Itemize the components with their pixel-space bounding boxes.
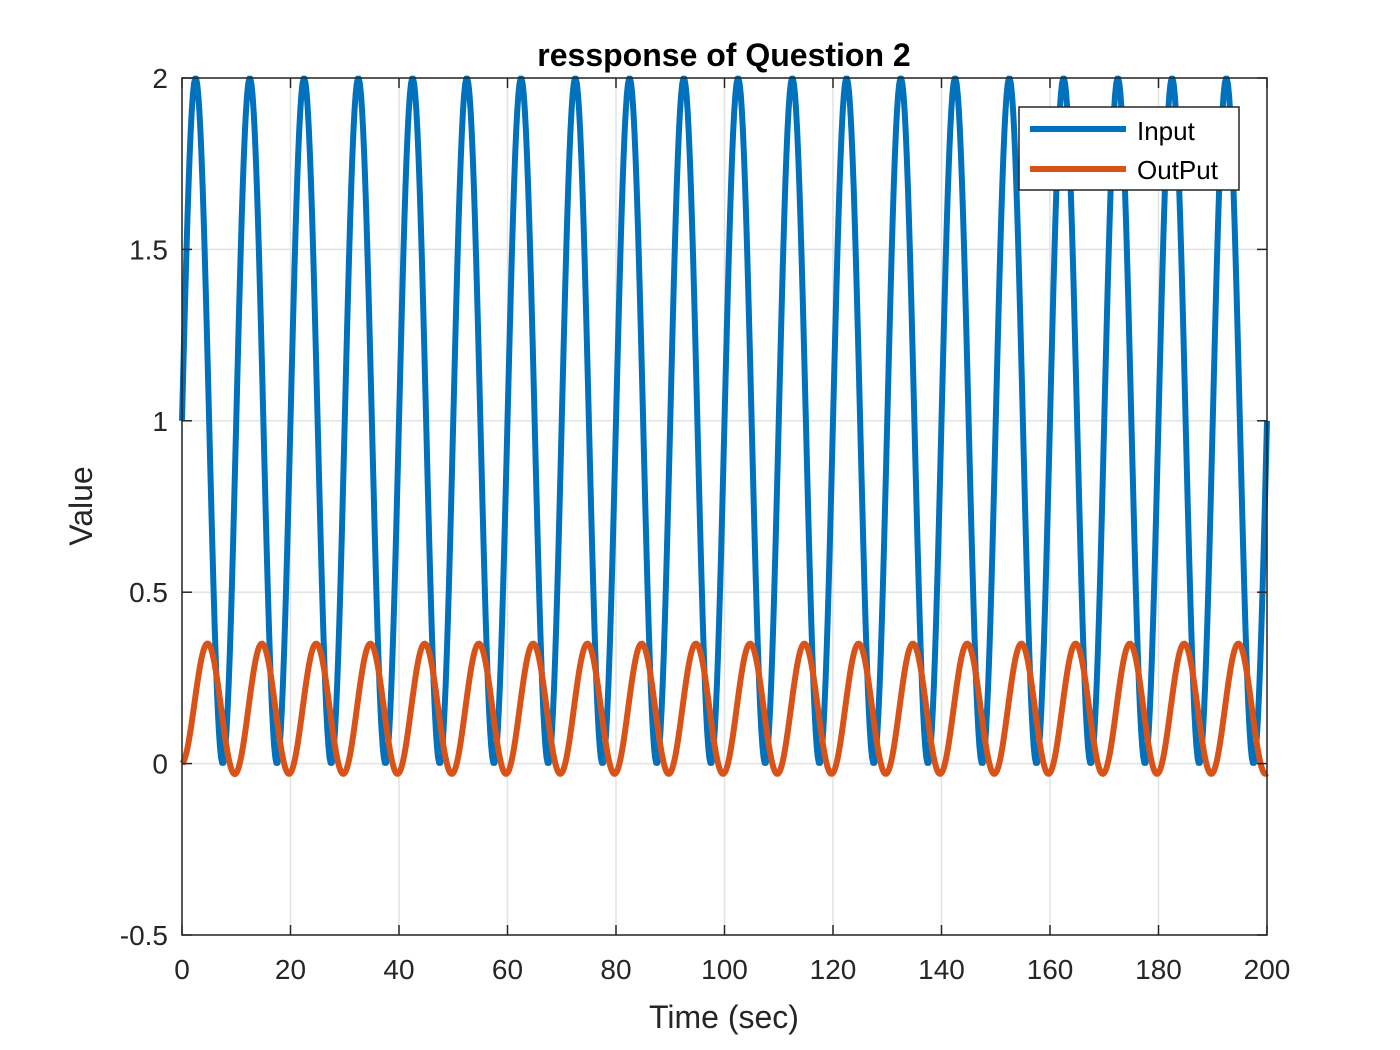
y-tick-label: 1.5 [129,234,168,265]
y-tick-label: 1 [152,406,168,437]
legend-label-output: OutPut [1137,155,1219,185]
legend-box [1018,106,1240,191]
x-tick-label: 140 [918,954,965,985]
series-line-output [179,640,1269,777]
x-tick-label: 80 [600,954,631,985]
legend-label-input: Input [1137,116,1196,146]
x-tick-label: 100 [701,954,748,985]
y-axis-label: Value [63,466,99,545]
plot-lines [179,75,1270,777]
x-tick-label: 20 [275,954,306,985]
x-tick-label: 200 [1244,954,1291,985]
y-tick-label: 0 [152,749,168,780]
y-tick-label: 2 [152,63,168,94]
x-tick-labels: 0 20 40 60 80 100 120 140 160 180 200 [174,954,1290,985]
x-tick-label: 120 [810,954,857,985]
series-line-input [179,75,1270,766]
legend: Input OutPut [1018,106,1240,191]
tick-marks [181,77,1268,936]
y-tick-label: 0.5 [129,577,168,608]
y-tick-labels: -0.5 0 0.5 1 1.5 2 [120,63,168,951]
x-tick-label: 160 [1027,954,1074,985]
x-tick-label: 40 [383,954,414,985]
x-tick-label: 60 [492,954,523,985]
y-tick-label: -0.5 [120,920,168,951]
x-tick-label: 180 [1135,954,1182,985]
chart-title: ressponse of Question 2 [537,37,910,73]
x-tick-label: 0 [174,954,190,985]
x-axis-label: Time (sec) [649,999,799,1035]
